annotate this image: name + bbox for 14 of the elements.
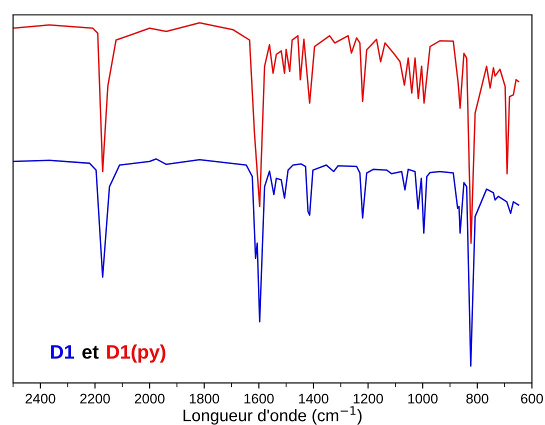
x-tick-label: 2200 [80, 394, 110, 404]
text: D1(py) [107, 344, 166, 363]
text: D1 [51, 345, 74, 359]
x-tick-label: 1000 [408, 394, 438, 404]
x-axis-title: Longueur d'onde (cm$^{−1}$) [184, 406, 362, 425]
x-tick-label: 1400 [299, 394, 328, 404]
x-tick-label: 1600 [244, 394, 274, 404]
x-tick-label: 2000 [134, 394, 165, 404]
x-tick-label: 1800 [190, 394, 220, 404]
annotation: et [82, 346, 99, 359]
x-tick-label: 600 [521, 394, 543, 404]
x-tick-label: 800 [466, 394, 488, 404]
x-tick-label: 1200 [354, 394, 383, 404]
x-tick-label: 2400 [26, 394, 56, 404]
